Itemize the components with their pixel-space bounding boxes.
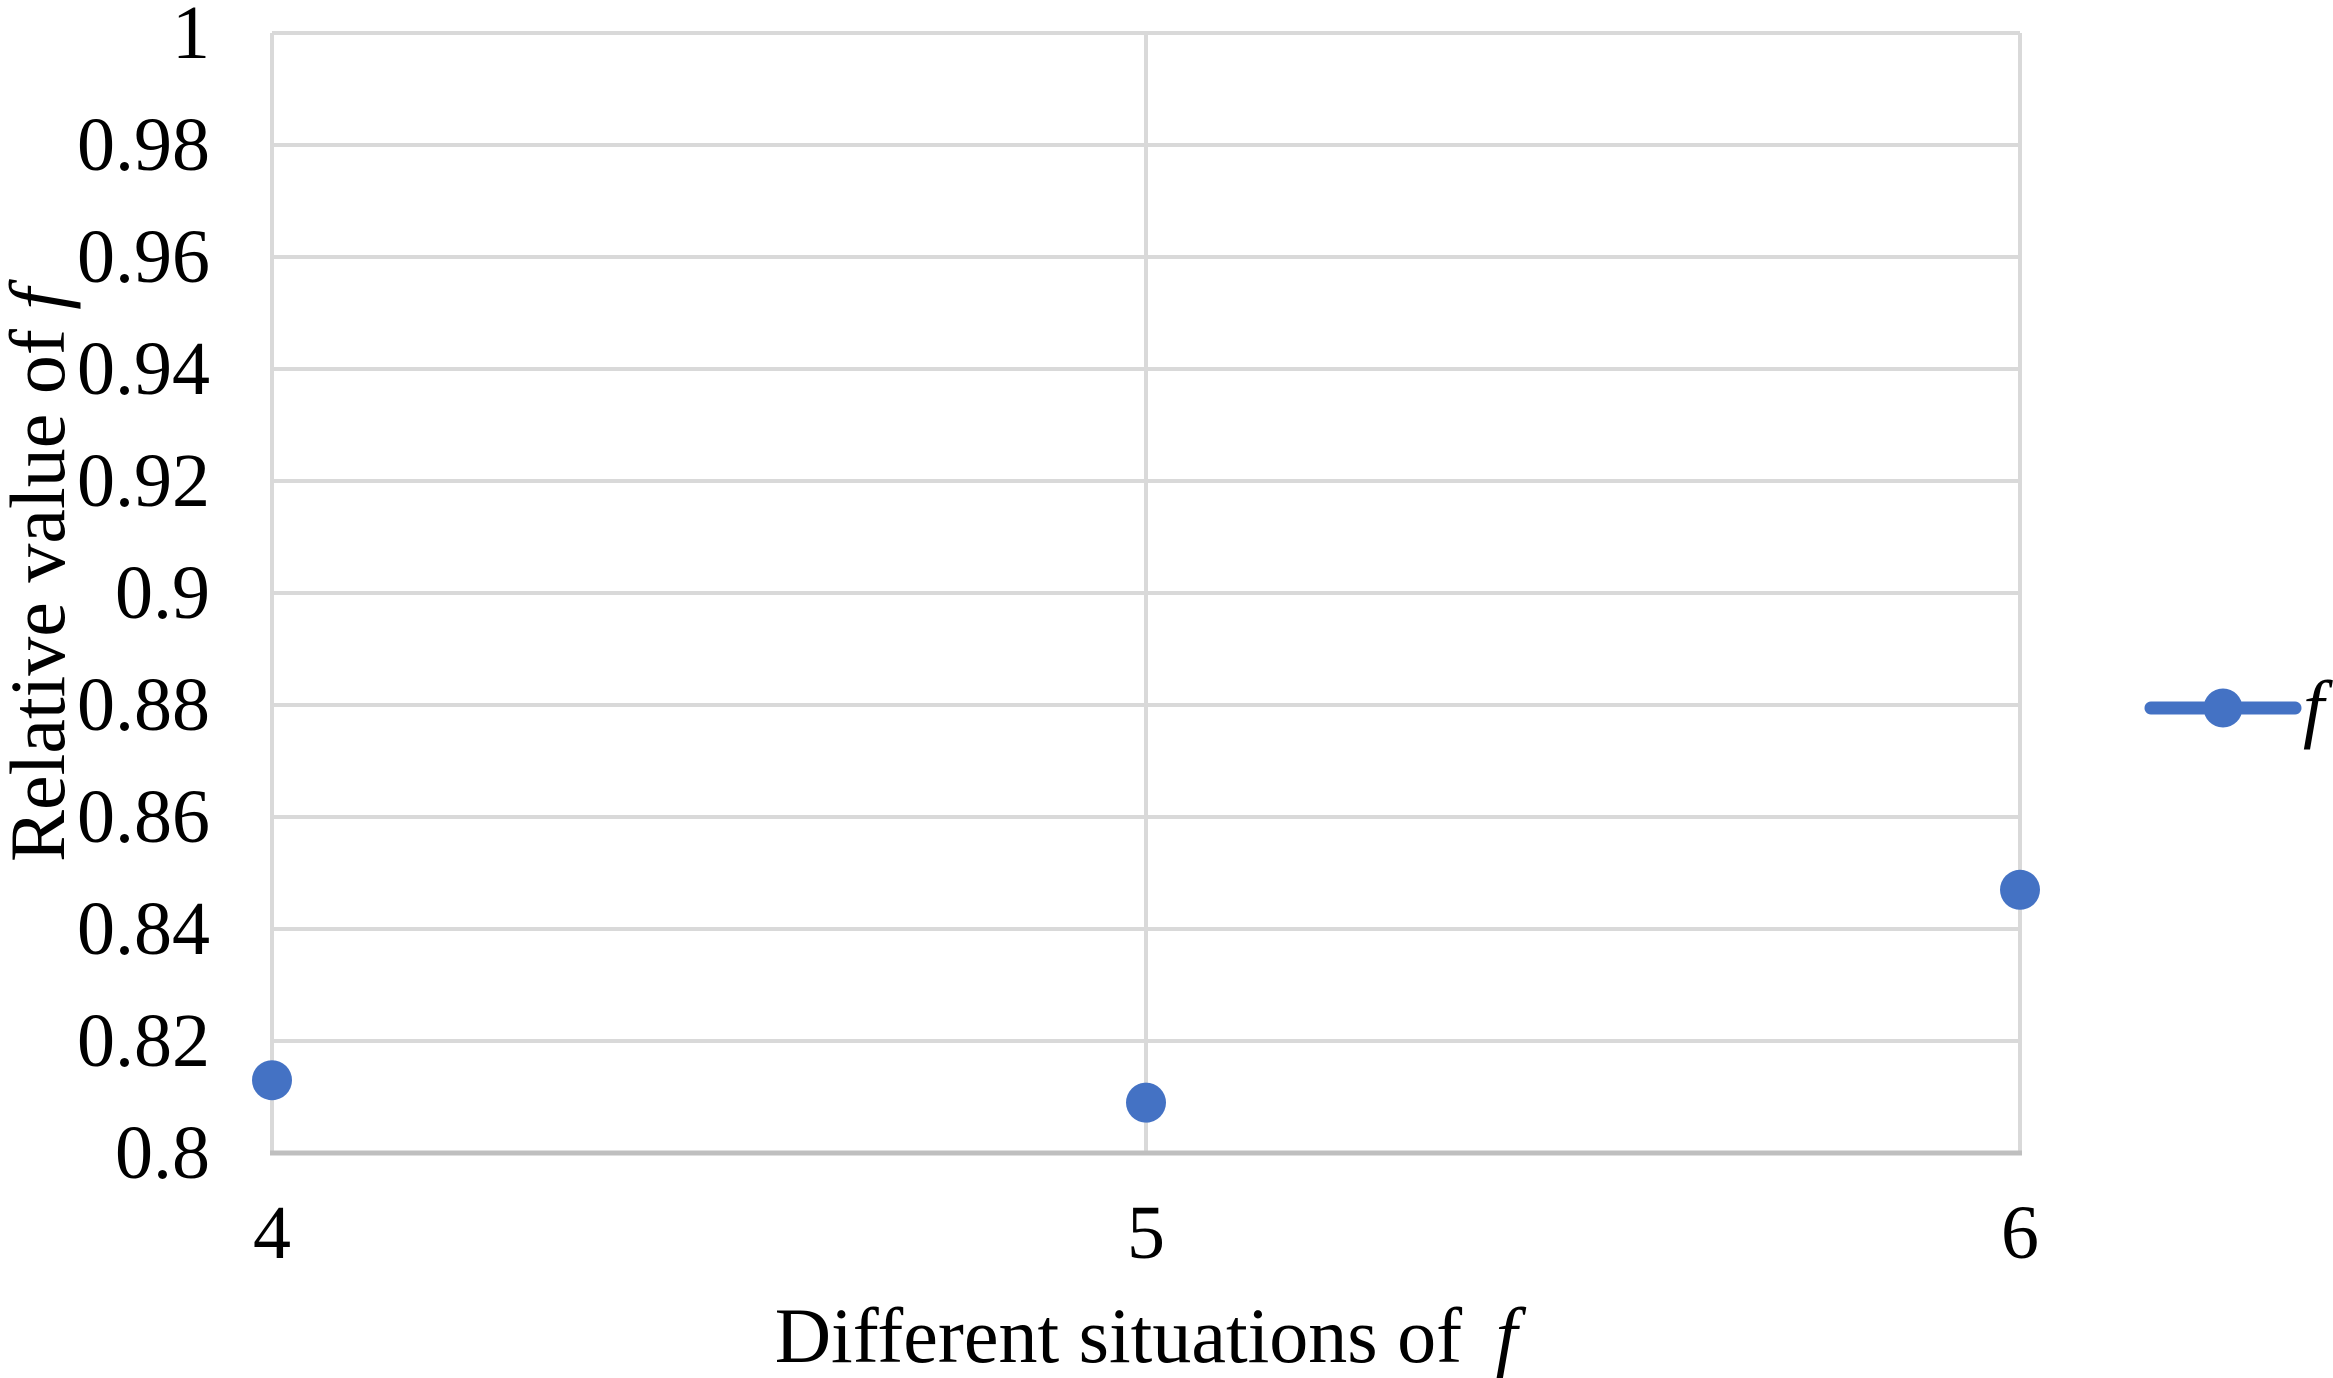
y-tick-label: 0.94 [77, 327, 210, 411]
y-axis-title-text: Relative value of [0, 309, 81, 862]
y-axis-title-italic-f: f [0, 288, 81, 310]
x-tick-label: 4 [253, 1191, 291, 1275]
y-tick-label: 0.96 [77, 215, 210, 299]
y-tick-label: 0.88 [77, 663, 210, 747]
y-tick-label: 0.8 [115, 1111, 210, 1195]
x-axis-title-italic-f: f [1495, 1292, 1518, 1378]
data-point [2000, 869, 2040, 910]
legend: f [2143, 670, 2324, 746]
legend-series-label: f [2303, 666, 2325, 750]
y-tick-label: 1 [172, 0, 210, 75]
y-tick-label: 0.84 [77, 887, 210, 971]
y-tick-label: 0.98 [77, 103, 210, 187]
x-axis-title-text: Different situations of [774, 1292, 1482, 1378]
y-tick-label: 0.82 [77, 999, 210, 1083]
data-point [252, 1060, 292, 1101]
x-axis-title: Different situations of f [272, 1296, 2020, 1376]
y-axis-title: Relative value of f [0, 288, 81, 862]
x-tick-label: 6 [2001, 1191, 2039, 1275]
x-tick-label: 5 [1127, 1191, 1165, 1275]
y-tick-label: 0.86 [77, 775, 210, 859]
y-tick-label: 0.9 [115, 551, 210, 635]
legend-marker-icon [2144, 688, 2302, 728]
data-point [1126, 1082, 1166, 1123]
y-tick-label: 0.92 [77, 439, 210, 523]
